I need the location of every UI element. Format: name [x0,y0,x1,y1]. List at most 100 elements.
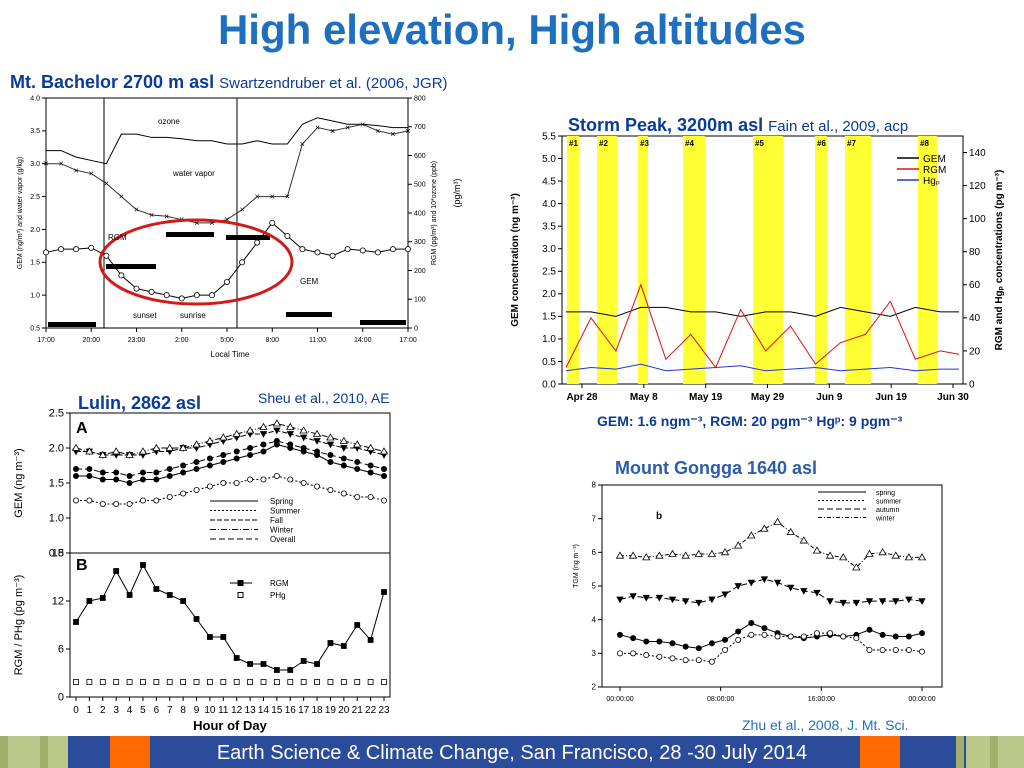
lulin-a-summer-point [314,483,321,490]
storm-ytick-label: 0.0 [542,379,556,390]
lulin-a-summer-point [139,497,146,504]
bachelor-water-vapor-point: × [164,211,169,221]
bachelor-label-sunrise: sunrise [180,311,206,320]
lulin-a-ytick-label: 1.5 [49,478,64,490]
storm-event-band [753,136,783,384]
bachelor-gem-point [163,292,170,299]
lulin-b-rgm-point [73,619,79,625]
storm-xtick-label: Apr 28 [566,392,598,403]
lulin-b-legend-label: RGM [270,579,289,588]
bachelor-water-vapor-point: × [224,215,229,225]
lulin-b-phg-point [340,679,347,685]
gongga-site: Mount Gongga 1640 asl [615,458,818,478]
lulin-a-winter-point [299,426,308,434]
lulin-b-xtick-label: 15 [271,705,283,716]
gongga-autumn-point [642,594,650,602]
bachelor-xtick-label: 2:00 [175,337,189,344]
bachelor-gem-point [284,232,291,239]
lulin-a-overall-point [260,441,267,448]
bachelor-xtick-label: 14:00 [354,337,372,344]
bachelor-water-vapor-point: × [345,123,350,133]
lulin-caption: Lulin, 2862 asl [78,393,201,414]
gongga-winter-point [878,548,887,556]
gongga-summer-point [617,650,624,657]
bachelor-gem-point [314,249,321,256]
gongga-winter-point [773,517,782,525]
lulin-a-winter-point [245,426,255,434]
gongga-autumn-point [668,596,677,604]
lulin-a-winter-point [219,433,228,441]
bachelor-rgm-bar [48,322,96,327]
bachelor-y2tick-label: 200 [414,268,426,275]
bachelor-y2tick-label: 700 [414,124,426,131]
lulin-b-rgm-point [327,640,334,646]
bachelor-water-vapor-point: × [58,159,63,169]
bachelor-water-vapor-point: × [300,139,305,149]
lulin-a-overall-point [300,445,307,452]
lulin-a-legend-label: Fall [270,516,283,525]
gongga-spring-point [669,640,676,647]
lulin-b-rgm-point [381,589,387,595]
lulin-a-spring-point [73,473,80,480]
gongga-autumn-point [918,598,926,605]
lulin-a-overall-point [139,469,146,476]
bachelor-gem-point [254,239,261,246]
bachelor-water-vapor-point: × [149,210,154,220]
lulin-a-winter-point [379,447,389,455]
bachelor-gem-point [239,259,246,266]
lulin-b-ylabel: RGM / PHg (pg m⁻³) [13,575,25,676]
gongga-summer-point [682,657,689,664]
gongga-ytick-label: 3 [592,649,597,658]
bachelor-frame [45,97,409,329]
gongga-autumn-point [747,579,755,587]
bachelor-gem-point [148,288,155,295]
lulin-b-phg-point [99,679,106,685]
gongga-winter-point [917,553,927,561]
lulin-a-overall-point [273,438,280,445]
lulin-a-overall-point [73,466,80,473]
storm-event-band [918,136,937,384]
footer-stripe [0,736,8,768]
bachelor-ytick-label: 0.5 [30,325,40,332]
lulin-a-spring-point [139,476,146,483]
lulin-b-xtick-label: 16 [285,705,297,716]
bachelor-water-vapor-point: × [285,192,290,202]
lulin-b-xtick-label: 10 [204,705,216,716]
lulin-b-xtick-label: 8 [180,705,186,716]
lulin-a-overall-point [86,466,93,473]
bachelor-water-vapor-point: × [104,178,109,188]
lulin-a-spring-point [206,462,213,469]
footer-stripe [40,736,48,768]
lulin-b-phg-point [193,679,200,685]
lulin-a-winter-point [232,429,241,437]
storm-event-label: #1 [569,139,578,148]
gongga-summer-point [761,631,768,638]
lulin-b-rgm-point [207,634,213,640]
storm-ytick-label: 5.0 [542,154,556,165]
storm-event-band [845,136,871,384]
gongga-summer-point [905,646,912,653]
bachelor-ylabel-right-unit: (pg/m³) [452,178,462,207]
storm-xtick-label: May 19 [689,392,723,403]
storm-y2tick-label: 120 [969,181,986,192]
bachelor-ytick-label: 3.5 [30,128,40,135]
lulin-a-winter-point [192,440,201,448]
lulin-ref: Sheu et al., 2010, AE [258,390,390,406]
lulin-b-xtick-label: 3 [113,705,119,716]
storm-ytick-label: 2.0 [542,289,556,300]
bachelor-gem-point [299,246,306,253]
storm-ytick-label: 0.5 [542,357,556,368]
storm-ytick-label: 1.5 [542,312,556,323]
bachelor-rgm-bar [106,264,156,269]
lulin-a-winter-point [286,422,295,430]
gongga-winter-point [694,549,703,557]
gongga-spring-point [866,626,873,633]
bachelor-y2tick-label: 600 [414,153,426,160]
bachelor-xtick-label: 20:00 [82,337,100,344]
bachelor-ylabel: GEM (ng/m³) and water vapor (g/kg) [17,157,24,269]
gongga-winter-point [668,549,677,557]
gongga-autumn-point [865,598,874,605]
gongga-legend-label: spring [876,490,895,497]
storm-event-label: #7 [847,139,856,148]
bachelor-gem-point [133,285,140,292]
